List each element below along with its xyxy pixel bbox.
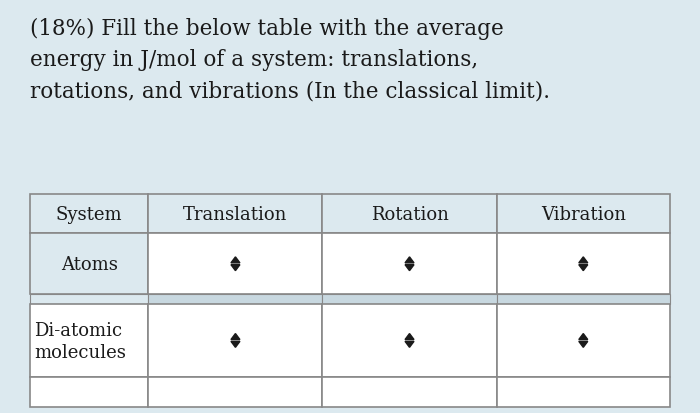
Polygon shape	[405, 257, 414, 263]
Bar	[323, 195, 496, 234]
Bar	[148, 195, 323, 234]
Bar	[148, 294, 323, 304]
Polygon shape	[405, 342, 414, 347]
Text: molecules: molecules	[34, 344, 126, 361]
Bar	[30, 294, 148, 304]
Bar	[30, 304, 148, 377]
Polygon shape	[579, 257, 588, 263]
Polygon shape	[231, 265, 240, 271]
Bar	[30, 377, 148, 407]
Bar	[496, 195, 670, 234]
Bar	[323, 377, 496, 407]
Text: Di-atomic: Di-atomic	[34, 322, 122, 339]
Bar	[148, 234, 323, 294]
Bar	[323, 294, 496, 304]
Polygon shape	[231, 342, 240, 347]
Bar	[496, 294, 670, 304]
Polygon shape	[405, 265, 414, 271]
Text: Atoms: Atoms	[61, 255, 118, 273]
Bar	[148, 377, 323, 407]
Polygon shape	[231, 334, 240, 340]
Bar	[496, 304, 670, 377]
Polygon shape	[579, 334, 588, 340]
Text: (18%) Fill the below table with the average
energy in J/mol of a system: transla: (18%) Fill the below table with the aver…	[30, 18, 550, 102]
Bar	[30, 234, 148, 294]
Text: Translation: Translation	[183, 205, 288, 223]
Polygon shape	[231, 257, 240, 263]
Text: System: System	[56, 205, 122, 223]
Polygon shape	[579, 265, 588, 271]
Bar	[496, 234, 670, 294]
Bar	[323, 304, 496, 377]
Bar	[148, 304, 323, 377]
Text: Vibration: Vibration	[541, 205, 626, 223]
Text: Rotation: Rotation	[370, 205, 449, 223]
Polygon shape	[405, 334, 414, 340]
Bar	[323, 234, 496, 294]
Bar	[30, 195, 148, 234]
Polygon shape	[579, 342, 588, 347]
Bar	[496, 377, 670, 407]
